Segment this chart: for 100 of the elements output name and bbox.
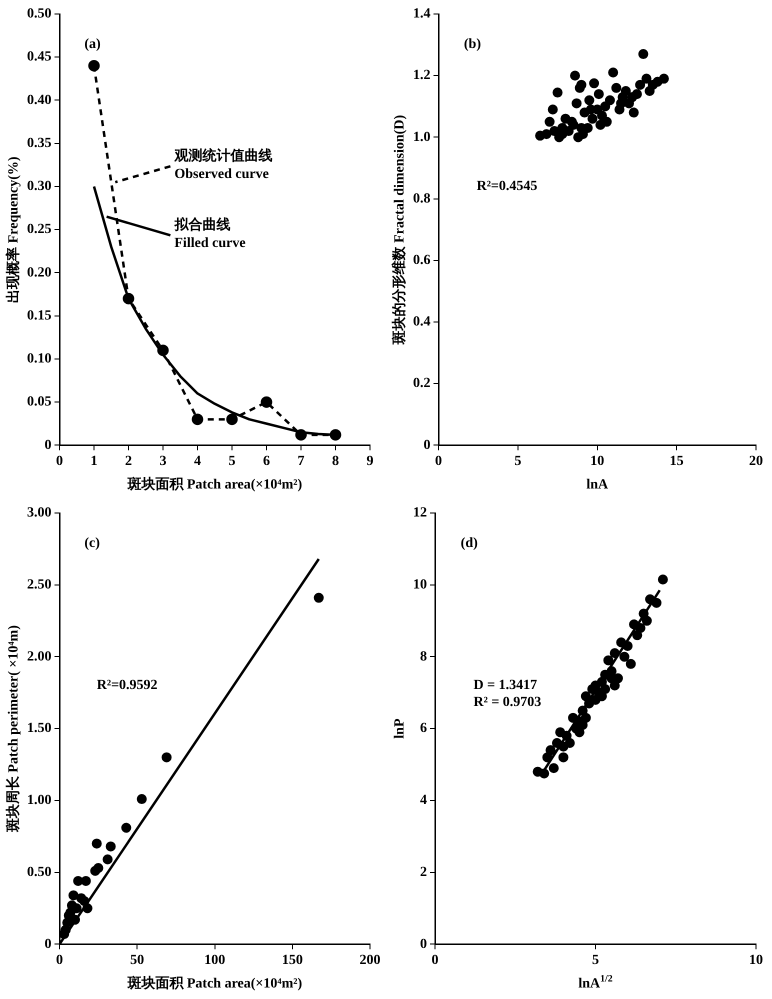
y-tick-label: 10 — [413, 577, 427, 592]
y-tick-label: 2.50 — [27, 577, 52, 592]
x-tick-label: 10 — [590, 454, 604, 470]
x-tick-label: 0 — [435, 454, 442, 470]
point — [162, 752, 172, 762]
annotation: D = 1.3417 — [474, 678, 538, 694]
annotation: R²=0.4545 — [476, 179, 538, 194]
annotation: R²=0.9592 — [96, 678, 158, 694]
point — [603, 655, 614, 666]
point — [157, 344, 169, 356]
point — [260, 396, 272, 408]
x-tick-label: 50 — [130, 953, 144, 968]
point — [539, 768, 550, 779]
point — [619, 652, 630, 662]
x-tick-label: 7 — [298, 454, 304, 470]
point — [608, 68, 618, 78]
point — [226, 414, 238, 426]
point — [594, 89, 604, 100]
y-tick-label: 0 — [44, 438, 52, 453]
point — [635, 80, 646, 90]
x-tick-label: 100 — [204, 953, 226, 968]
point — [642, 616, 652, 626]
text: (c) — [84, 536, 100, 551]
point — [622, 640, 633, 651]
y-tick-label: 1.4 — [413, 6, 430, 22]
x-tick-label: 0 — [56, 454, 63, 470]
y-tick-label: 1.2 — [413, 68, 430, 84]
y-axis-title: 斑块的分形维数 Fractal dimension(D) — [390, 114, 408, 346]
point — [610, 648, 620, 658]
point — [587, 114, 598, 124]
x-tick-label: 200 — [360, 953, 380, 968]
y-tick-label: 12 — [413, 506, 427, 521]
point — [330, 429, 342, 441]
y-tick-label: 1.00 — [27, 793, 52, 808]
point — [90, 866, 100, 876]
y-axis-title: lnP — [392, 718, 408, 739]
y-tick-label: 0.35 — [27, 136, 52, 151]
point — [60, 929, 70, 940]
x-tick-label: 150 — [282, 953, 303, 968]
y-tick-label: 1.0 — [413, 130, 430, 145]
point — [658, 574, 668, 584]
y-tick-label: 0 — [44, 936, 52, 952]
point — [584, 95, 594, 106]
y-tick-label: 6 — [420, 721, 427, 736]
x-tick-label: 5 — [228, 454, 236, 470]
y-tick-label: 0 — [424, 438, 430, 453]
point — [576, 80, 586, 90]
point — [572, 98, 582, 108]
point — [626, 658, 636, 669]
point — [544, 116, 555, 127]
point — [136, 794, 147, 804]
x-tick-label: 5 — [592, 953, 599, 968]
legend-label: 拟合曲线 Filled curve — [173, 216, 246, 251]
point — [564, 738, 575, 748]
legend-label: 观测统计值曲线 Observed curve — [173, 146, 272, 182]
y-tick-label: 0.15 — [27, 308, 52, 324]
point — [558, 752, 568, 762]
point — [192, 414, 204, 426]
point — [570, 70, 580, 81]
point — [651, 598, 662, 608]
point — [546, 745, 556, 756]
y-tick-label: 2 — [420, 864, 427, 880]
x-tick-label: 3 — [160, 454, 166, 470]
x-tick-label: 6 — [263, 454, 270, 470]
y-tick-label: 0.8 — [413, 191, 430, 206]
point — [541, 129, 552, 140]
point — [122, 292, 134, 304]
y-tick-label: 0.6 — [413, 253, 430, 268]
y-tick-label: 4 — [420, 793, 427, 808]
y-tick-label: 0.4 — [413, 314, 430, 330]
y-tick-label: 0.2 — [413, 376, 430, 392]
point — [548, 763, 559, 774]
x-tick-label: 10 — [749, 953, 763, 968]
x-axis-title: 斑块面积 Patch area(×10⁴m²) — [126, 976, 302, 992]
point — [76, 893, 86, 904]
point — [627, 92, 638, 102]
point — [102, 854, 113, 864]
point — [68, 890, 78, 900]
point — [568, 120, 578, 130]
y-tick-label: 0.45 — [27, 50, 52, 65]
x-tick-label: 0 — [56, 953, 63, 968]
text: (a) — [84, 36, 101, 52]
y-tick-label: 0.20 — [27, 265, 52, 280]
point — [92, 838, 102, 849]
point — [604, 95, 615, 106]
point — [628, 108, 639, 118]
x-tick-label: 2 — [125, 454, 132, 470]
point — [616, 98, 626, 108]
x-tick-label: 20 — [749, 454, 763, 470]
text: (d) — [460, 536, 478, 551]
y-axis-title: 斑块周长 Patch perimeter( ×10⁴m) — [6, 624, 22, 834]
x-axis-title: lnA — [586, 478, 610, 493]
point — [314, 592, 324, 603]
x-tick-label: 15 — [670, 454, 684, 470]
x-tick-label: 5 — [514, 454, 522, 470]
y-tick-label: 0.50 — [27, 6, 52, 22]
point — [586, 104, 596, 114]
point — [295, 429, 307, 441]
y-tick-label: 1.50 — [27, 721, 52, 736]
point — [73, 876, 84, 886]
